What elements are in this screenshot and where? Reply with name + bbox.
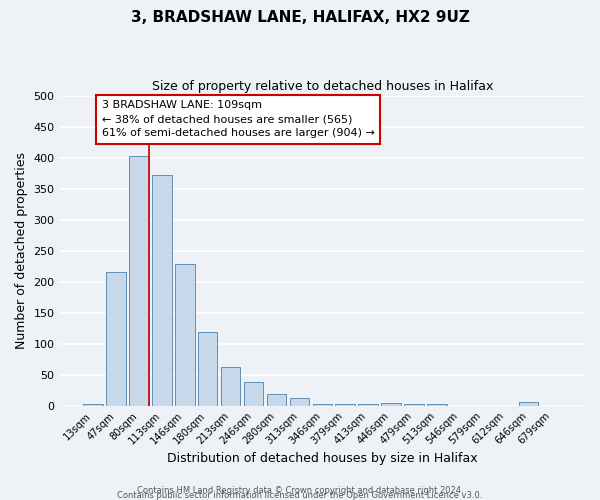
Bar xyxy=(313,404,332,406)
Text: Contains HM Land Registry data © Crown copyright and database right 2024.: Contains HM Land Registry data © Crown c… xyxy=(137,486,463,495)
Bar xyxy=(404,404,424,406)
Title: Size of property relative to detached houses in Halifax: Size of property relative to detached ho… xyxy=(152,80,493,93)
Bar xyxy=(519,402,538,406)
Bar xyxy=(106,272,126,406)
Bar xyxy=(152,175,172,406)
Bar xyxy=(129,156,149,406)
Text: Contains public sector information licensed under the Open Government Licence v3: Contains public sector information licen… xyxy=(118,490,482,500)
Bar xyxy=(244,382,263,406)
Bar xyxy=(427,404,446,406)
Bar xyxy=(381,403,401,406)
Text: 3 BRADSHAW LANE: 109sqm
← 38% of detached houses are smaller (565)
61% of semi-d: 3 BRADSHAW LANE: 109sqm ← 38% of detache… xyxy=(101,100,374,138)
Text: 3, BRADSHAW LANE, HALIFAX, HX2 9UZ: 3, BRADSHAW LANE, HALIFAX, HX2 9UZ xyxy=(131,10,469,25)
Bar xyxy=(290,398,309,406)
Bar xyxy=(267,394,286,406)
X-axis label: Distribution of detached houses by size in Halifax: Distribution of detached houses by size … xyxy=(167,452,478,465)
Bar xyxy=(83,404,103,406)
Bar xyxy=(198,332,217,406)
Y-axis label: Number of detached properties: Number of detached properties xyxy=(15,152,28,350)
Bar xyxy=(221,367,241,406)
Bar xyxy=(358,404,378,406)
Bar xyxy=(175,264,194,406)
Bar xyxy=(335,404,355,406)
